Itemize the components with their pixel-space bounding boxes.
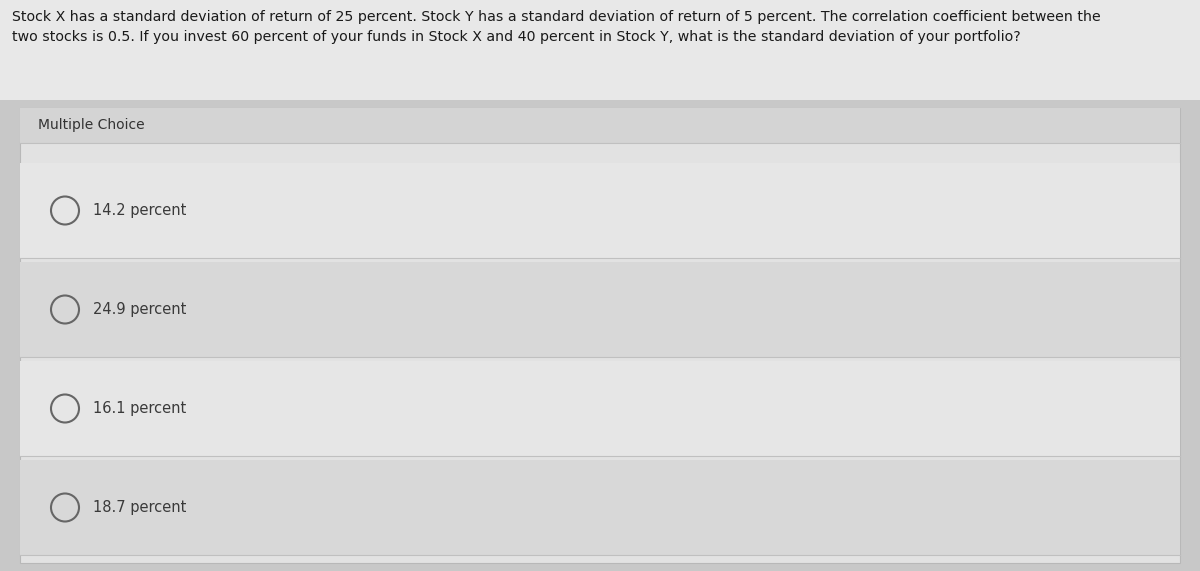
- FancyBboxPatch shape: [20, 361, 1180, 456]
- Text: Stock X has a standard deviation of return of 25 percent. Stock Y has a standard: Stock X has a standard deviation of retu…: [12, 10, 1100, 43]
- Text: 18.7 percent: 18.7 percent: [94, 500, 186, 515]
- Text: Multiple Choice: Multiple Choice: [38, 118, 145, 132]
- Text: 24.9 percent: 24.9 percent: [94, 302, 186, 317]
- FancyBboxPatch shape: [0, 0, 1200, 100]
- FancyBboxPatch shape: [20, 108, 1180, 563]
- FancyBboxPatch shape: [20, 460, 1180, 555]
- FancyBboxPatch shape: [20, 163, 1180, 258]
- FancyBboxPatch shape: [20, 108, 1180, 143]
- Text: 16.1 percent: 16.1 percent: [94, 401, 186, 416]
- Text: 14.2 percent: 14.2 percent: [94, 203, 186, 218]
- FancyBboxPatch shape: [20, 262, 1180, 357]
